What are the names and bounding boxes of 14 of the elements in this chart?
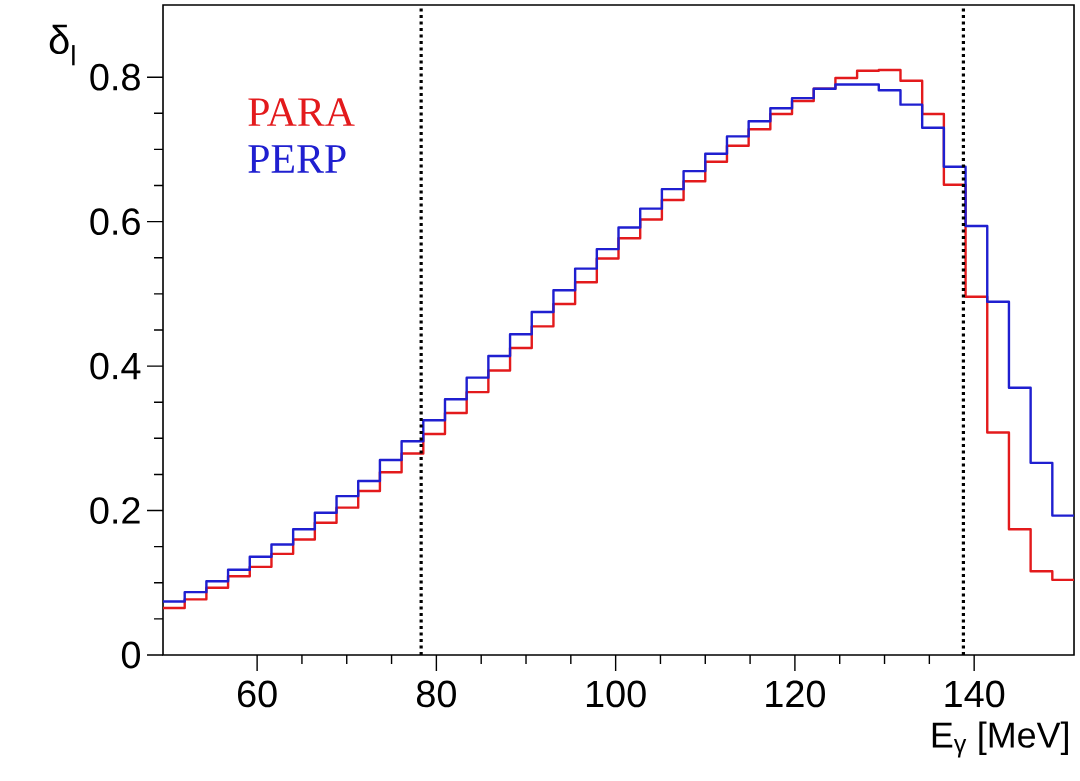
y-tick-label: 0.8 (90, 63, 140, 91)
x-tick-label: 100 (586, 680, 646, 708)
y-tick-label: 0.2 (90, 497, 140, 524)
x-axis-title: E$_{γ}$ [MeV] (932, 721, 1068, 758)
x-tick-label: 60 (237, 680, 277, 708)
text: PARA (248, 98, 355, 126)
x-tick-label: 80 (416, 680, 456, 708)
x-tick-label: 140 (945, 680, 1005, 708)
text: PERP (248, 145, 346, 173)
y-axis-title: δ$_{l}$ (49, 24, 75, 66)
y-tick-label: 0 (121, 641, 141, 669)
x-tick-label: 120 (766, 680, 825, 708)
y-tick-label: 0.6 (90, 208, 140, 236)
y-tick-label: 0.4 (90, 352, 141, 380)
